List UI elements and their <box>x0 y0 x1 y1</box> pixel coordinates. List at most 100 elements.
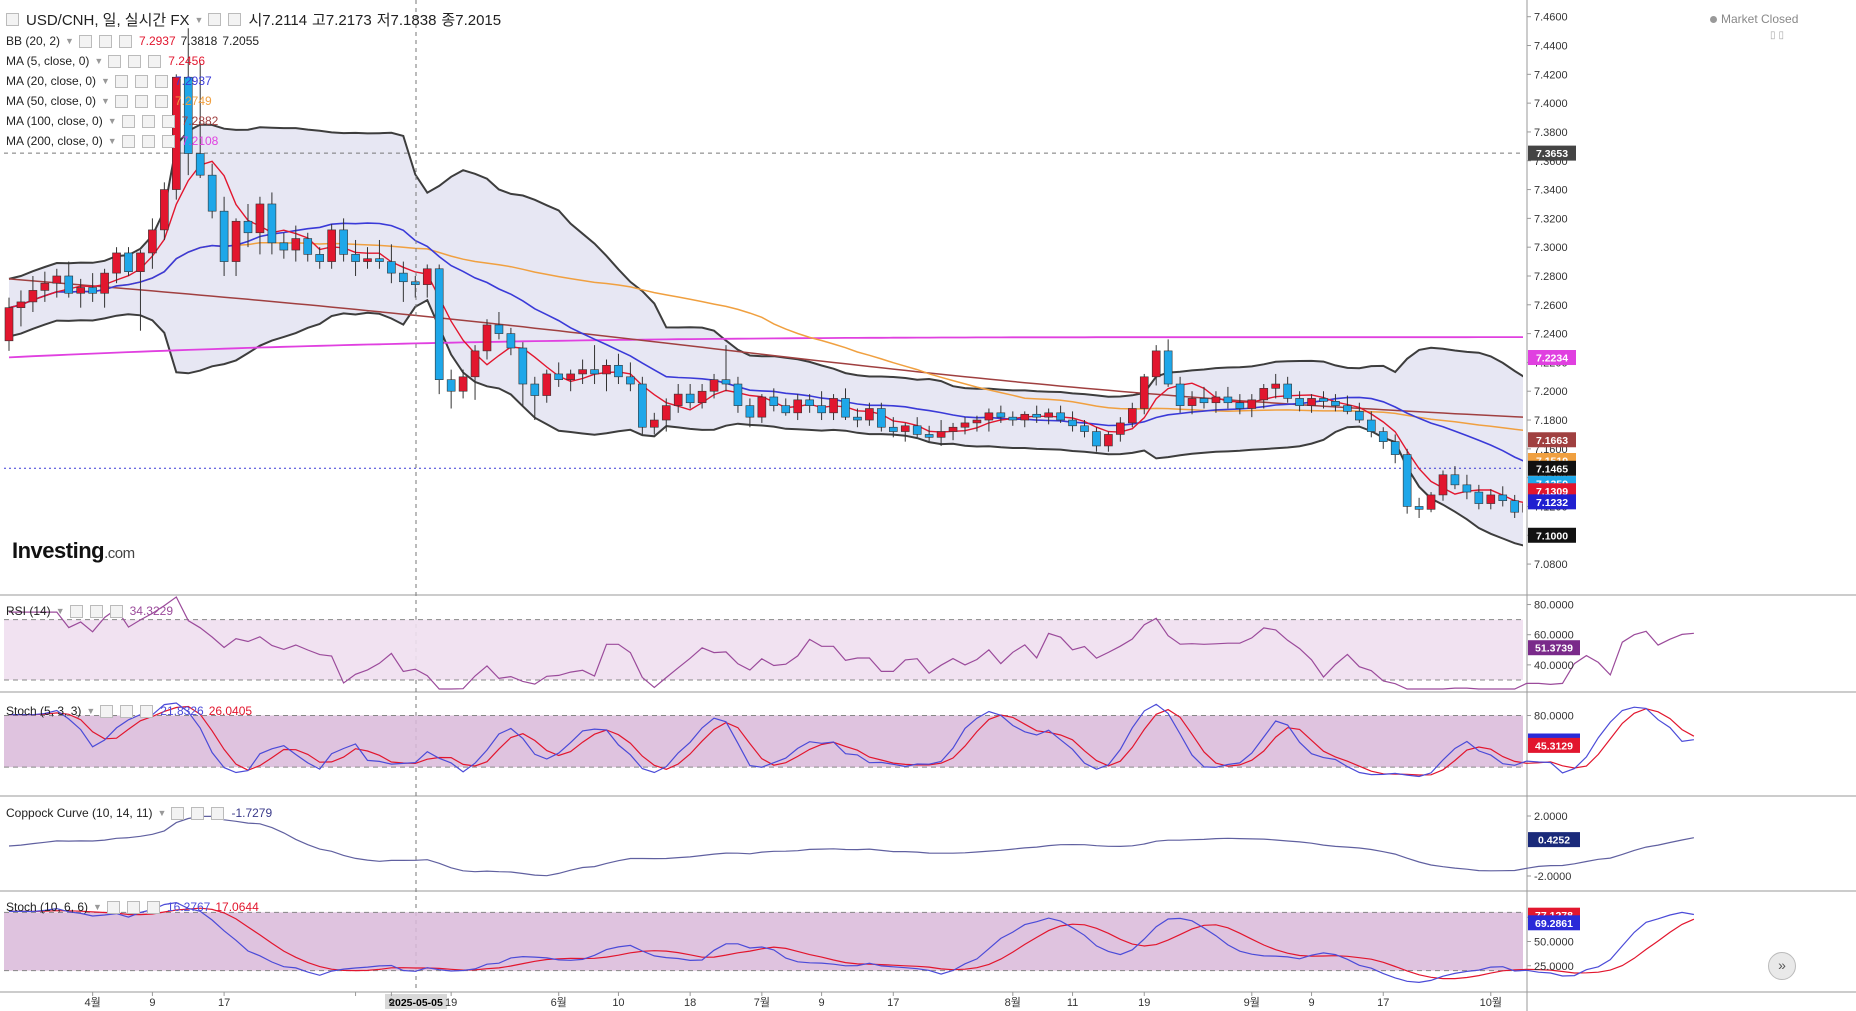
collapse-icon[interactable] <box>6 13 19 26</box>
eye-icon[interactable] <box>121 134 135 148</box>
candle-down <box>1498 494 1508 501</box>
close-icon[interactable] <box>154 74 168 88</box>
settings-icon[interactable] <box>126 900 140 914</box>
eye-icon[interactable] <box>69 604 83 618</box>
settings-icon[interactable] <box>208 13 222 26</box>
candle-down <box>399 272 408 283</box>
settings-icon[interactable] <box>134 94 148 108</box>
legend-ma5[interactable]: MA (5, close, 0) ▼ 7.2456 <box>6 54 205 68</box>
legend-ma100[interactable]: MA (100, close, 0) ▼ 7.2882 <box>6 114 218 128</box>
legend-rsi[interactable]: RSI (14) ▼ 34.3229 <box>6 604 173 618</box>
pane-controls[interactable]: ▯▯ <box>1770 30 1788 41</box>
rsi-value: 34.3229 <box>129 604 173 618</box>
candle-down <box>1295 398 1304 406</box>
price-tick-label: 50.0000 <box>1534 937 1574 949</box>
legend-stoch2[interactable]: Stoch (10, 6, 6) ▼ 16.2767 17.0644 <box>6 900 259 914</box>
close-icon[interactable] <box>154 94 168 108</box>
candle-up <box>1187 398 1197 406</box>
bb-lower-value: 7.2055 <box>222 34 260 48</box>
candle-up <box>76 287 85 294</box>
candle-down <box>183 76 193 154</box>
price-pane[interactable] <box>4 0 1698 992</box>
legend-stoch1[interactable]: Stoch (5, 3, 3) ▼ 21.8326 26.0405 <box>6 704 252 718</box>
legend-ma200[interactable]: MA (200, close, 0) ▼ 7.2108 <box>6 134 218 148</box>
close-icon[interactable] <box>118 34 132 48</box>
eye-icon[interactable] <box>100 704 114 718</box>
investing-logo: Investing.com <box>12 538 135 564</box>
legend-ma20[interactable]: MA (20, close, 0) ▼ 7.2937 <box>6 74 212 88</box>
chevron-down-icon[interactable]: ▼ <box>93 902 102 912</box>
legend-bb[interactable]: BB (20, 2) ▼ 7.2937 7.3818 7.2055 <box>6 34 259 48</box>
stoch1-tag <box>1528 737 1580 753</box>
price-tag-ma100 <box>1528 432 1576 448</box>
candle-up <box>757 396 767 418</box>
chevron-down-icon[interactable]: ▼ <box>86 706 96 716</box>
eye-icon[interactable] <box>228 13 242 26</box>
stoch-5-3-3-pane[interactable] <box>4 702 1695 778</box>
chevron-down-icon[interactable]: ▼ <box>107 136 117 146</box>
stoch1-d-value: 26.0405 <box>208 704 253 718</box>
settings-icon[interactable] <box>89 604 103 618</box>
eye-icon[interactable] <box>121 114 135 128</box>
settings-icon[interactable] <box>134 74 148 88</box>
candle-up <box>1044 412 1053 418</box>
market-status-text: Market Closed <box>1721 12 1799 26</box>
candle-down <box>1654 466 1662 485</box>
chevron-down-icon[interactable]: ▼ <box>65 36 74 46</box>
rsi-label: RSI (14) <box>6 604 51 618</box>
time-tick-label: 11 <box>1067 997 1078 1009</box>
chevron-down-icon[interactable]: ▼ <box>101 96 110 106</box>
price-tag-label: 7.1232 <box>1536 497 1568 509</box>
chevron-down-icon[interactable]: ▼ <box>101 76 110 86</box>
time-tick-label: 17 <box>887 997 899 1009</box>
legend-coppock[interactable]: Coppock Curve (10, 14, 11) ▼ -1.7279 <box>6 806 272 820</box>
settings-icon[interactable] <box>191 806 205 820</box>
candle-up <box>1690 469 1698 481</box>
candle-down <box>721 379 731 385</box>
eye-icon[interactable] <box>78 34 92 48</box>
coppock-pane[interactable] <box>8 815 1695 877</box>
scroll-to-latest-button[interactable]: » <box>1768 952 1796 980</box>
close-icon[interactable] <box>161 114 175 128</box>
candle-down <box>912 425 922 435</box>
coppock-tag <box>1528 832 1580 848</box>
price-tick-label: 40.0000 <box>1534 660 1574 672</box>
close-icon[interactable] <box>148 54 162 68</box>
settings-icon[interactable] <box>128 54 142 68</box>
close-icon[interactable] <box>140 704 154 718</box>
symbol-title-row[interactable]: USD/CNH, 일, 실시간 FX ▼ 시7.2114 고7.2173 저7.… <box>6 9 501 30</box>
chevron-down-icon[interactable]: ▼ <box>107 116 117 126</box>
candle-up <box>255 203 265 234</box>
eye-icon[interactable] <box>171 806 185 820</box>
eye-icon[interactable] <box>108 54 122 68</box>
legend-ma50[interactable]: MA (50, close, 0) ▼ 7.2749 <box>6 94 212 108</box>
settings-icon[interactable] <box>141 114 155 128</box>
bb-fill <box>9 124 1523 546</box>
stoch1-tag-label: 45.3129 <box>1535 740 1573 752</box>
chevron-down-icon[interactable]: ▼ <box>94 56 104 66</box>
candle-down <box>1331 401 1340 406</box>
ma100-line <box>8 278 1523 418</box>
rsi-pane[interactable] <box>4 596 1694 690</box>
chevron-down-icon[interactable]: ▼ <box>55 606 65 616</box>
chevron-down-icon[interactable]: ▼ <box>194 14 204 25</box>
settings-icon[interactable] <box>120 704 134 718</box>
eye-icon[interactable] <box>114 94 128 108</box>
close-icon[interactable] <box>109 604 123 618</box>
chevron-down-icon[interactable]: ▼ <box>157 808 167 818</box>
eye-icon[interactable] <box>114 74 128 88</box>
settings-icon[interactable] <box>98 34 112 48</box>
close-icon[interactable] <box>161 134 175 148</box>
eye-icon[interactable] <box>106 900 120 914</box>
stoch-10-6-6-pane[interactable] <box>4 901 1695 984</box>
candle-down <box>1343 405 1352 412</box>
candle-up <box>984 412 994 421</box>
time-tick-label: 6월 <box>551 996 567 1009</box>
settings-icon[interactable] <box>141 134 155 148</box>
candle-down <box>853 416 862 421</box>
candle-down <box>1378 431 1388 442</box>
close-icon[interactable] <box>211 806 225 820</box>
close-icon[interactable] <box>146 900 160 914</box>
candle-down <box>877 408 886 428</box>
